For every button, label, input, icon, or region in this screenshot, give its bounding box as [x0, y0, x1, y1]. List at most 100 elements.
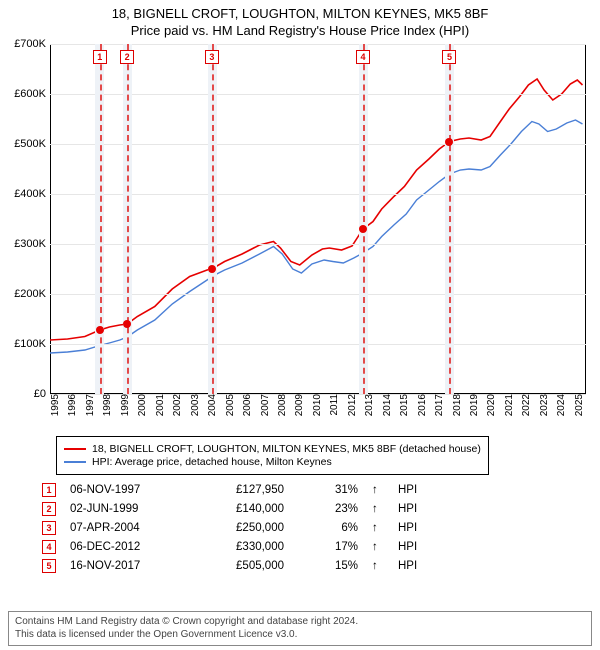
transactions-table: 1 06-NOV-1997 £127,950 31% ↑ HPI 2 02-JUN-1999 £…: [42, 478, 588, 578]
transaction-row: 2 02-JUN-1999 £140,000 23% ↑ HPI: [42, 502, 588, 516]
x-tick-label: 2016: [413, 394, 428, 416]
arrow-up-icon: ↑: [372, 484, 384, 496]
x-tick-label: 2021: [500, 394, 515, 416]
event-vline: [449, 44, 451, 394]
x-tick-label: 2015: [395, 394, 410, 416]
txn-price: £505,000: [194, 560, 284, 572]
txn-hpi-label: HPI: [398, 560, 417, 572]
txn-price: £140,000: [194, 503, 284, 515]
x-tick-label: 2023: [535, 394, 550, 416]
x-tick-label: 2025: [570, 394, 585, 416]
txn-marker: 5: [42, 559, 56, 573]
x-tick-label: 2002: [168, 394, 183, 416]
txn-hpi-label: HPI: [398, 484, 417, 496]
legend-item: 18, BIGNELL CROFT, LOUGHTON, MILTON KEYN…: [64, 443, 481, 455]
x-tick-label: 2013: [360, 394, 375, 416]
x-tick-label: 1996: [63, 394, 78, 416]
x-tick-label: 1998: [98, 394, 113, 416]
txn-hpi-label: HPI: [398, 503, 417, 515]
x-tick-label: 2004: [203, 394, 218, 416]
y-tick-label: £300K: [14, 238, 50, 250]
arrow-up-icon: ↑: [372, 541, 384, 553]
txn-marker: 4: [42, 540, 56, 554]
transaction-dot: [208, 265, 216, 273]
txn-date: 07-APR-2004: [70, 522, 180, 534]
txn-date: 16-NOV-2017: [70, 560, 180, 572]
txn-price: £250,000: [194, 522, 284, 534]
txn-date: 06-DEC-2012: [70, 541, 180, 553]
x-tick-label: 2008: [273, 394, 288, 416]
transaction-row: 5 16-NOV-2017 £505,000 15% ↑ HPI: [42, 559, 588, 573]
x-tick-label: 2022: [517, 394, 532, 416]
x-tick-label: 2005: [221, 394, 236, 416]
event-marker: 2: [120, 50, 134, 64]
event-vline: [127, 44, 129, 394]
y-tick-label: £100K: [14, 338, 50, 350]
event-vline: [100, 44, 102, 394]
x-tick-label: 2020: [482, 394, 497, 416]
x-tick-label: 2003: [186, 394, 201, 416]
event-marker: 1: [93, 50, 107, 64]
license-line1: Contains HM Land Registry data © Crown c…: [15, 616, 585, 629]
y-tick-label: £600K: [14, 88, 50, 100]
txn-pct: 17%: [298, 541, 358, 553]
x-tick-label: 1999: [116, 394, 131, 416]
y-tick-label: £400K: [14, 188, 50, 200]
transaction-row: 3 07-APR-2004 £250,000 6% ↑ HPI: [42, 521, 588, 535]
txn-marker: 1: [42, 483, 56, 497]
txn-pct: 23%: [298, 503, 358, 515]
event-vline: [363, 44, 365, 394]
x-tick-label: 2012: [343, 394, 358, 416]
transaction-row: 1 06-NOV-1997 £127,950 31% ↑ HPI: [42, 483, 588, 497]
y-tick-label: £200K: [14, 288, 50, 300]
y-tick-label: £700K: [14, 38, 50, 50]
event-marker: 5: [442, 50, 456, 64]
txn-marker: 2: [42, 502, 56, 516]
x-tick-label: 2000: [133, 394, 148, 416]
y-tick-label: £500K: [14, 138, 50, 150]
txn-price: £127,950: [194, 484, 284, 496]
license-line2: This data is licensed under the Open Gov…: [15, 629, 585, 642]
x-tick-label: 2007: [256, 394, 271, 416]
chart-title-line2: Price paid vs. HM Land Registry's House …: [0, 21, 600, 38]
legend-item: HPI: Average price, detached house, Milt…: [64, 456, 481, 468]
event-vline: [212, 44, 214, 394]
x-tick-label: 2009: [290, 394, 305, 416]
legend-label: HPI: Average price, detached house, Milt…: [92, 456, 332, 468]
arrow-up-icon: ↑: [372, 560, 384, 572]
x-tick-label: 2011: [325, 394, 340, 416]
transaction-dot: [123, 320, 131, 328]
arrow-up-icon: ↑: [372, 503, 384, 515]
txn-hpi-label: HPI: [398, 522, 417, 534]
x-tick-label: 2006: [238, 394, 253, 416]
event-marker: 3: [205, 50, 219, 64]
event-marker: 4: [356, 50, 370, 64]
legend-swatch: [64, 448, 86, 450]
txn-date: 02-JUN-1999: [70, 503, 180, 515]
x-tick-label: 2019: [465, 394, 480, 416]
x-tick-label: 1995: [46, 394, 61, 416]
legend-swatch: [64, 461, 86, 463]
x-tick-label: 1997: [81, 394, 96, 416]
legend: 18, BIGNELL CROFT, LOUGHTON, MILTON KEYN…: [56, 436, 489, 475]
txn-pct: 6%: [298, 522, 358, 534]
chart-container: { "title_line1": "18, BIGNELL CROFT, LOU…: [0, 0, 600, 650]
txn-marker: 3: [42, 521, 56, 535]
x-tick-label: 2018: [448, 394, 463, 416]
x-tick-label: 2024: [552, 394, 567, 416]
txn-pct: 31%: [298, 484, 358, 496]
legend-label: 18, BIGNELL CROFT, LOUGHTON, MILTON KEYN…: [92, 443, 481, 455]
arrow-up-icon: ↑: [372, 522, 384, 534]
x-tick-label: 2010: [308, 394, 323, 416]
x-tick-label: 2014: [378, 394, 393, 416]
txn-hpi-label: HPI: [398, 541, 417, 553]
transaction-dot: [96, 326, 104, 334]
txn-date: 06-NOV-1997: [70, 484, 180, 496]
license-box: Contains HM Land Registry data © Crown c…: [8, 611, 592, 646]
transaction-dot: [359, 225, 367, 233]
transaction-row: 406-DEC-2012£330,00017%↑HPI: [42, 540, 588, 554]
txn-pct: 15%: [298, 560, 358, 572]
x-tick-label: 2017: [430, 394, 445, 416]
transaction-dot: [445, 138, 453, 146]
x-tick-label: 2001: [151, 394, 166, 416]
